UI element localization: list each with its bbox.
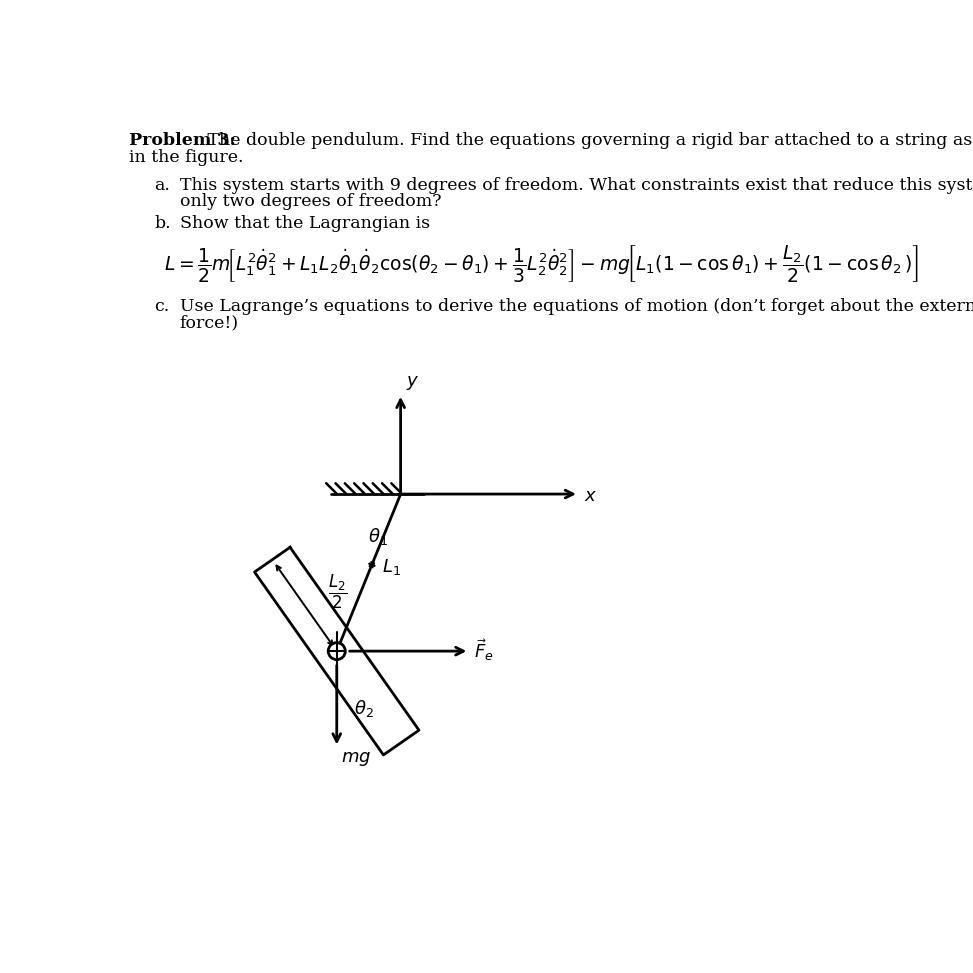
Text: c.: c. — [154, 298, 169, 314]
Text: Problem 3:: Problem 3: — [129, 132, 236, 149]
Text: only two degrees of freedom?: only two degrees of freedom? — [180, 193, 441, 210]
Text: $L = \dfrac{1}{2}m\!\left[L_1^2\dot{\theta}_1^2 + L_1 L_2\dot{\theta}_1\dot{\the: $L = \dfrac{1}{2}m\!\left[L_1^2\dot{\the… — [164, 244, 919, 285]
Text: force!): force!) — [180, 314, 239, 332]
Text: in the figure.: in the figure. — [129, 149, 244, 166]
Text: $\theta_2$: $\theta_2$ — [354, 699, 374, 719]
Text: $L_1$: $L_1$ — [382, 557, 401, 577]
Text: $\theta_1$: $\theta_1$ — [368, 526, 388, 547]
Text: $y$: $y$ — [406, 375, 419, 392]
Text: $x$: $x$ — [584, 486, 596, 505]
Circle shape — [328, 642, 345, 660]
Circle shape — [328, 642, 345, 660]
Text: a.: a. — [154, 177, 170, 194]
Text: The double pendulum. Find the equations governing a rigid bar attached to a stri: The double pendulum. Find the equations … — [202, 132, 973, 149]
Text: $\dfrac{L_2}{2}$: $\dfrac{L_2}{2}$ — [328, 572, 347, 611]
Text: b.: b. — [154, 215, 171, 233]
Text: $mg$: $mg$ — [342, 750, 372, 769]
Text: Show that the Lagrangian is: Show that the Lagrangian is — [180, 215, 430, 233]
Text: Use Lagrange’s equations to derive the equations of motion (don’t forget about t: Use Lagrange’s equations to derive the e… — [180, 298, 973, 314]
Text: $\vec{F}_e$: $\vec{F}_e$ — [474, 636, 493, 663]
Text: This system starts with 9 degrees of freedom. What constraints exist that reduce: This system starts with 9 degrees of fre… — [180, 177, 973, 194]
